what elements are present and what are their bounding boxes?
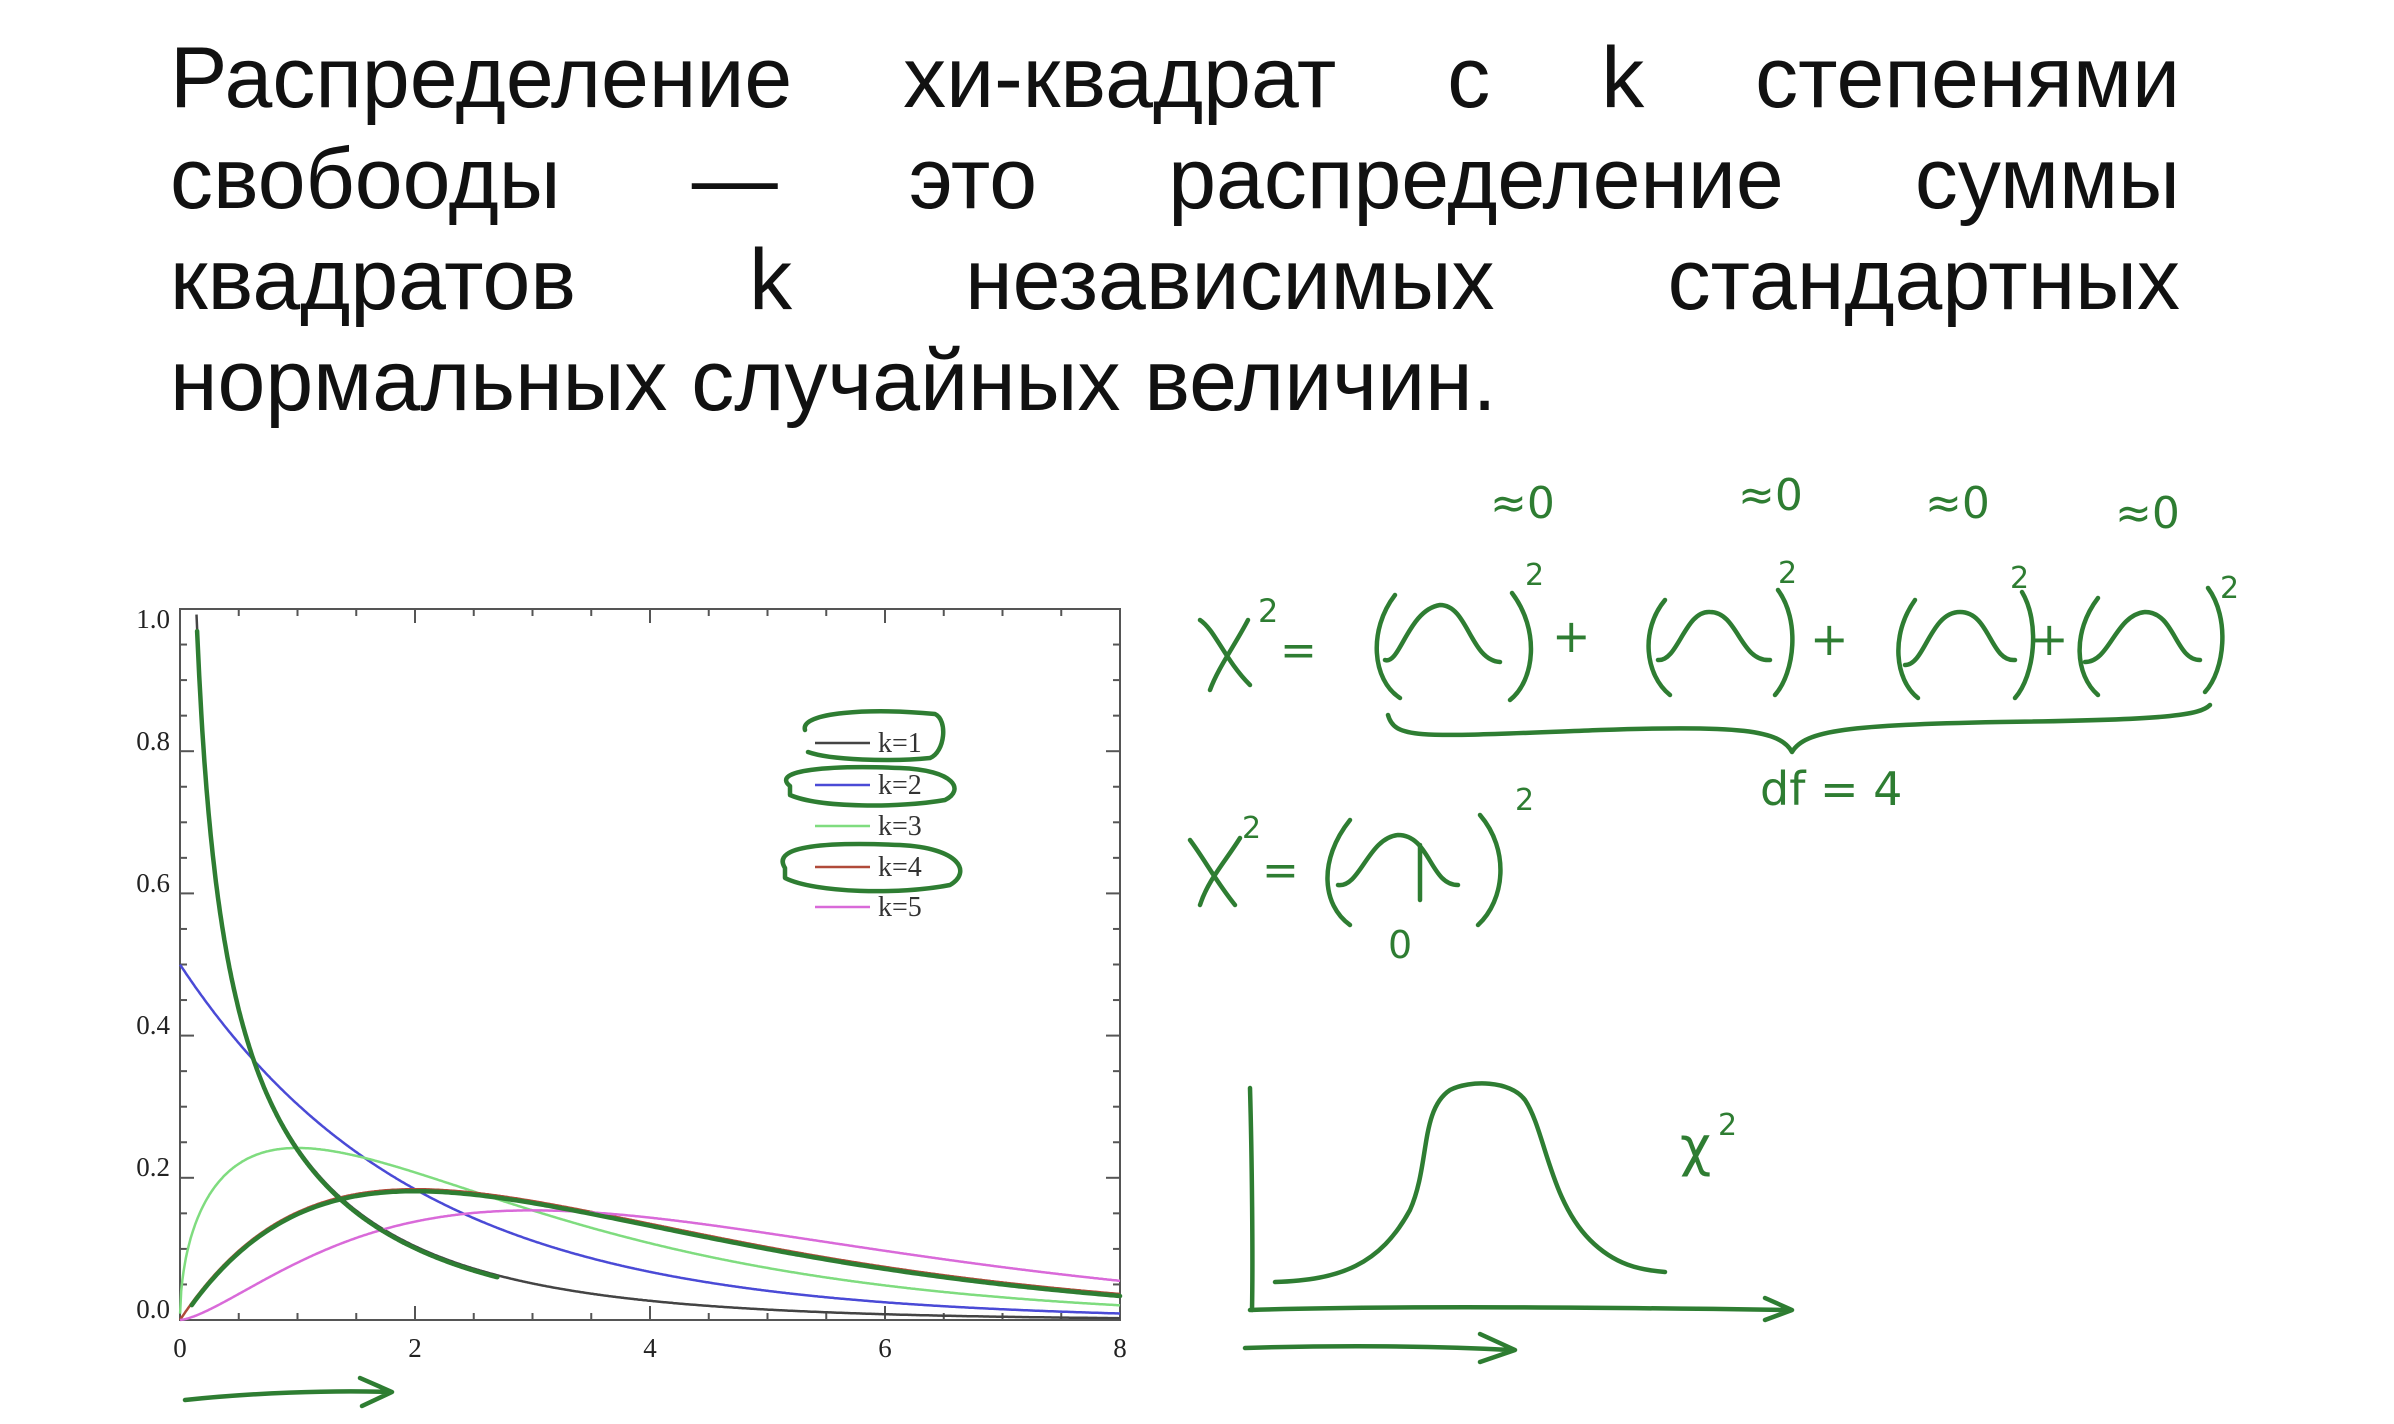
series-line-k1 [195,614,1120,1320]
y-tick-labels: 0.0 0.2 0.4 0.6 0.8 1.0 [136,604,170,1324]
legend-label-k3: k=3 [878,811,922,842]
x-tick-labels: 0 2 4 6 8 [173,1333,1127,1363]
legend-label-k2: k=2 [878,770,922,801]
x-tick-8: 8 [1113,1333,1127,1363]
tick-marks [179,608,1121,1321]
slide-definition-text: Распределение хи-квадрат с k степенями с… [170,30,2180,429]
y-tick-0-6: 0.6 [136,868,170,898]
x-tick-6: 6 [878,1333,892,1363]
x-tick-4: 4 [643,1333,657,1363]
y-tick-0-2: 0.2 [136,1152,170,1182]
legend-label-k4: k=4 [878,852,922,883]
x-tick-2: 2 [408,1333,422,1363]
series-line-k5 [179,1209,1121,1322]
series-line-k2 [179,963,1120,1315]
y-tick-0-4: 0.4 [136,1010,170,1040]
plot-frame [179,608,1121,1321]
chart-legend: k=1 k=2 k=3 k=4 k=5 [815,728,922,923]
legend-label-k5: k=5 [878,892,922,923]
y-tick-0-8: 0.8 [136,726,170,756]
x-tick-0: 0 [173,1333,187,1363]
y-tick-0-0: 0.0 [136,1294,170,1324]
y-tick-1-0: 1.0 [136,604,170,634]
series-line-k3 [178,1146,1121,1314]
series-lines [178,614,1121,1322]
legend-label-k1: k=1 [878,728,922,759]
